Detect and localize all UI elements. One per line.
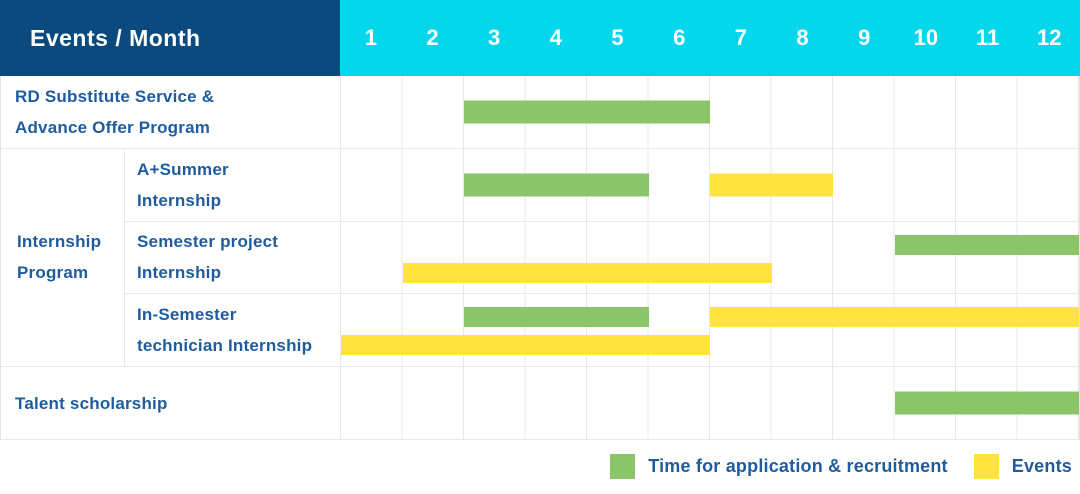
recruitment-color-swatch-icon	[610, 454, 636, 480]
recruitment-bar	[464, 307, 649, 328]
event-bar	[402, 262, 772, 283]
legend-label-events: Events	[1011, 456, 1072, 477]
month-label-4: 4	[549, 25, 562, 50]
month-header-row: 1 2 3 4 5 6 7 8 9 10 11 12	[340, 0, 1080, 76]
chart-row-talent-scholarship	[341, 367, 1079, 440]
table-header-title: Events / Month	[0, 0, 340, 76]
row-label-a-plus-summer-internship: A+Summer Internship	[125, 148, 341, 222]
month-label-9: 9	[858, 25, 871, 50]
row-label-in-semester-technician-internship: In-Semester technician Internship	[125, 294, 341, 368]
chart-row-semester-project-internship	[341, 221, 1079, 295]
row-label-rd-substitute-service: RD Substitute Service & Advance Offer Pr…	[1, 76, 341, 149]
recruitment-bar	[894, 391, 1079, 415]
month-label-3: 3	[488, 25, 501, 50]
legend-label-recruitment: Time for application & recruitment	[648, 456, 948, 477]
table-header-row: Events / Month 1 2 3 4 5 6 7 8 9 10 11 12	[0, 0, 1080, 76]
month-label-12: 12	[1036, 25, 1062, 50]
month-label-8: 8	[796, 25, 809, 50]
chart-row-rd-substitute-service	[341, 76, 1079, 149]
group-label-internship-program: Internship Program	[1, 148, 125, 368]
month-label-1: 1	[364, 25, 377, 50]
row-label-semester-project-internship: Semester project Internship	[125, 221, 341, 295]
recruitment-bar	[464, 100, 710, 124]
legend-item-events: Events	[973, 454, 1072, 480]
month-label-5: 5	[611, 25, 624, 50]
row-label-talent-scholarship: Talent scholarship	[1, 367, 341, 440]
month-label-2: 2	[426, 25, 439, 50]
gantt-table-body: RD Substitute Service & Advance Offer Pr…	[0, 76, 1080, 440]
events-color-swatch-icon	[973, 454, 999, 480]
recruitment-bar	[464, 173, 649, 197]
chart-legend: Time for application & recruitment Event…	[0, 440, 1080, 494]
month-label-6: 6	[673, 25, 686, 50]
month-label-11: 11	[975, 25, 1000, 50]
event-bar	[710, 307, 1079, 328]
month-label-10: 10	[913, 25, 939, 50]
recruitment-bar	[894, 234, 1079, 255]
legend-item-recruitment: Time for application & recruitment	[610, 454, 948, 480]
event-bar	[341, 335, 710, 356]
chart-row-a-plus-summer-internship	[341, 148, 1079, 222]
event-bar	[710, 173, 833, 197]
month-label-7: 7	[734, 25, 747, 50]
chart-row-in-semester-technician-internship	[341, 294, 1079, 368]
